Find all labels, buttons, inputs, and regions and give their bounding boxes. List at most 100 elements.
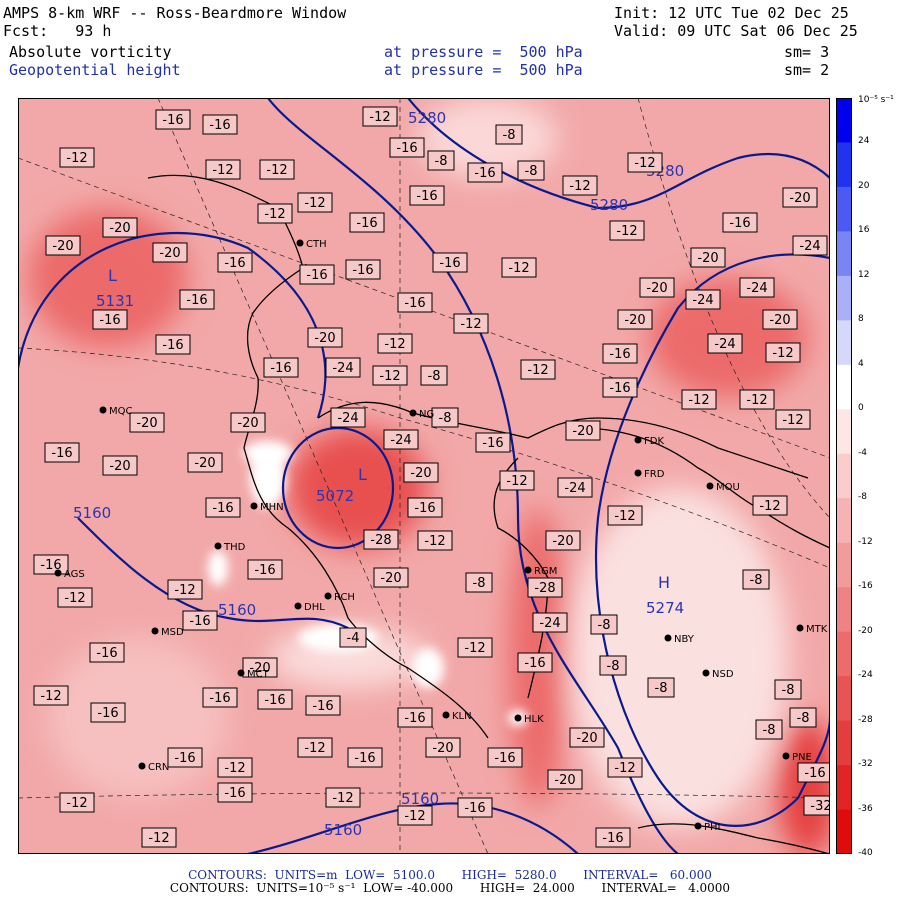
- vorticity-label-text: -24: [337, 411, 358, 426]
- vorticity-label-text: -20: [697, 251, 718, 266]
- vorticity-label: -8: [647, 677, 675, 698]
- station-dot: [151, 627, 159, 635]
- station-marker: MHN: [250, 502, 284, 513]
- colorbar-tick-label: -36: [858, 803, 873, 814]
- colorbar-cell: [836, 453, 852, 499]
- vorticity-label: -12: [453, 313, 489, 334]
- vorticity-label-text: -8: [750, 573, 763, 588]
- vorticity-label-text: -16: [352, 263, 373, 278]
- station-marker: DHL: [294, 602, 325, 613]
- footer-vorticity-contours: CONTOURS: UNITS=10⁻⁵ s⁻¹ LOW= -40.000 HI…: [169, 881, 731, 895]
- extrema-layer: L L H: [108, 266, 670, 592]
- vorticity-label-text: -12: [782, 413, 803, 428]
- height-label: 5274: [646, 599, 684, 617]
- vorticity-label: -20: [639, 277, 675, 298]
- vorticity-label-text: -20: [432, 741, 453, 756]
- vorticity-label: -16: [263, 357, 299, 378]
- vorticity-label: -12: [297, 192, 333, 213]
- station-dot: [138, 762, 146, 770]
- vorticity-label-text: -8: [763, 723, 776, 738]
- station-marker: RGM: [524, 566, 557, 577]
- station-marker: MSD: [151, 627, 184, 638]
- vorticity-label-text: -20: [576, 731, 597, 746]
- vorticity-label: -12: [259, 159, 295, 180]
- vorticity-label: -16: [33, 554, 69, 575]
- vorticity-label-text: -24: [714, 337, 735, 352]
- vorticity-label-text: -16: [609, 347, 630, 362]
- vorticity-label: -8: [590, 614, 618, 635]
- vorticity-label: -20: [425, 737, 461, 758]
- station-marker: MCT: [237, 669, 270, 680]
- field2-name: Geopotential height: [9, 61, 181, 79]
- vorticity-label: -12: [325, 787, 361, 808]
- vorticity-label-text: -8: [655, 681, 668, 696]
- vorticity-label-text: -16: [212, 501, 233, 516]
- vorticity-label: -12: [520, 359, 556, 380]
- height-label: 5280: [590, 196, 628, 214]
- vorticity-label: -12: [752, 495, 788, 516]
- vorticity-label: -16: [179, 289, 215, 310]
- vorticity-label-text: -20: [109, 459, 130, 474]
- colorbar-cell: [836, 498, 852, 544]
- colorbar-tick-label: -40: [858, 848, 873, 858]
- vorticity-label: -12: [609, 220, 645, 241]
- vorticity-label-text: -24: [746, 281, 767, 296]
- header-title: AMPS 8-km WRF -- Ross-Beardmore Window: [3, 4, 347, 22]
- shading-layer: [28, 98, 830, 854]
- vorticity-label-text: -8: [435, 154, 448, 169]
- vorticity-label-text: -16: [224, 786, 245, 801]
- vorticity-label: -20: [373, 567, 409, 588]
- vorticity-label-text: -24: [332, 361, 353, 376]
- vorticity-label: -20: [569, 727, 605, 748]
- colorbar-tick-label: -32: [858, 759, 873, 770]
- station-marker: FDK: [634, 436, 664, 447]
- vorticity-label-text: -20: [646, 281, 667, 296]
- station-label: NG: [419, 409, 434, 420]
- station-dot: [442, 711, 450, 719]
- vorticity-label-text: -8: [473, 576, 486, 591]
- height-label: 5160: [73, 504, 111, 522]
- vorticity-label-text: -24: [564, 481, 585, 496]
- station-label: MSD: [161, 627, 184, 638]
- vorticity-label-text: -16: [99, 313, 120, 328]
- vorticity-label: -12: [417, 530, 453, 551]
- vorticity-label: -24: [685, 289, 721, 310]
- station-label: MOU: [716, 482, 740, 493]
- vorticity-label: -12: [397, 805, 433, 826]
- colorbar-cell: [836, 765, 852, 811]
- vorticity-label-text: -16: [189, 614, 210, 629]
- colorbar-tick-label: 12: [858, 269, 870, 280]
- station-label: MCT: [247, 669, 270, 680]
- vorticity-label-text: -12: [772, 346, 793, 361]
- station-layer: CTH MQC THD AGS MSD MCT CRN KLN HLK FDK FRD MOU RGM N…: [54, 239, 828, 833]
- station-marker: PHL: [694, 822, 724, 833]
- station-marker: MTK: [796, 624, 828, 635]
- vorticity-label-text: -16: [270, 361, 291, 376]
- station-marker: HLK: [514, 714, 544, 725]
- vorticity-label-text: -12: [634, 156, 655, 171]
- vorticity-label: -20: [617, 309, 653, 330]
- vorticity-label-text: -28: [534, 581, 555, 596]
- colorbar-tick-label: -12: [858, 536, 873, 547]
- vorticity-label: -12: [217, 757, 253, 778]
- vorticity-label-text: -16: [439, 256, 460, 271]
- vorticity-label-text: -16: [804, 766, 825, 781]
- vorticity-label-text: -20: [159, 246, 180, 261]
- vorticity-label-text: -12: [224, 761, 245, 776]
- vorticity-label-text: -12: [266, 163, 287, 178]
- station-dot: [294, 602, 302, 610]
- station-label: FDK: [644, 436, 664, 447]
- station-label: NBY: [674, 634, 695, 645]
- vorticity-label-text: -8: [503, 128, 516, 143]
- vorticity-label: -16: [155, 334, 191, 355]
- vorticity-label: -16: [432, 252, 468, 273]
- field2-level: at pressure = 500 hPa: [384, 61, 583, 79]
- height-label: 5160: [324, 821, 362, 839]
- station-dot: [796, 624, 804, 632]
- vorticity-label-text: -12: [508, 261, 529, 276]
- vorticity-label: -12: [499, 470, 535, 491]
- vorticity-label-text: -16: [474, 166, 495, 181]
- colorbar-tick-label: 20: [858, 180, 870, 191]
- vorticity-label: -16: [182, 610, 218, 631]
- vorticity-label: -16: [167, 747, 203, 768]
